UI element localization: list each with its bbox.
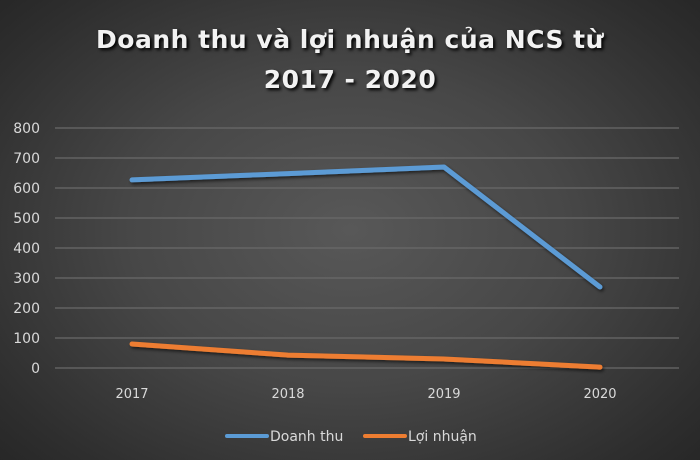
- chart-title-line-1: Doanh thu và lợi nhuận của NCS từ: [96, 25, 604, 54]
- series-line: [129, 164, 603, 290]
- y-tick-label: 700: [13, 151, 40, 167]
- legend-label: Lợi nhuận: [408, 429, 477, 445]
- chart-title-line-2: 2017 - 2020: [263, 65, 437, 94]
- chart-title: Doanh thu và lợi nhuận của NCS từ 2017 -…: [0, 20, 700, 100]
- y-tick-label: 600: [13, 181, 40, 197]
- x-tick-label: 2018: [271, 387, 304, 402]
- legend: Doanh thu Lợi nhuận: [225, 429, 477, 445]
- y-axis-labels: 0 100 200 300 400 500 600 700 800: [13, 121, 40, 377]
- y-tick-label: 200: [13, 301, 40, 317]
- y-tick-label: 300: [13, 271, 40, 287]
- x-tick-label: 2019: [427, 387, 460, 402]
- legend-label: Doanh thu: [270, 429, 343, 445]
- y-tick-label: 400: [13, 241, 40, 257]
- gridlines: [55, 127, 679, 369]
- x-tick-label: 2017: [115, 387, 148, 402]
- series-line: [129, 341, 603, 370]
- y-tick-label: 500: [13, 211, 40, 227]
- x-axis-labels: 2017 2018 2019 2020: [115, 387, 616, 402]
- x-tick-label: 2020: [583, 387, 616, 402]
- y-tick-label: 800: [13, 121, 40, 137]
- data-series: [129, 164, 603, 370]
- y-tick-label: 0: [31, 361, 40, 377]
- y-tick-label: 100: [13, 331, 40, 347]
